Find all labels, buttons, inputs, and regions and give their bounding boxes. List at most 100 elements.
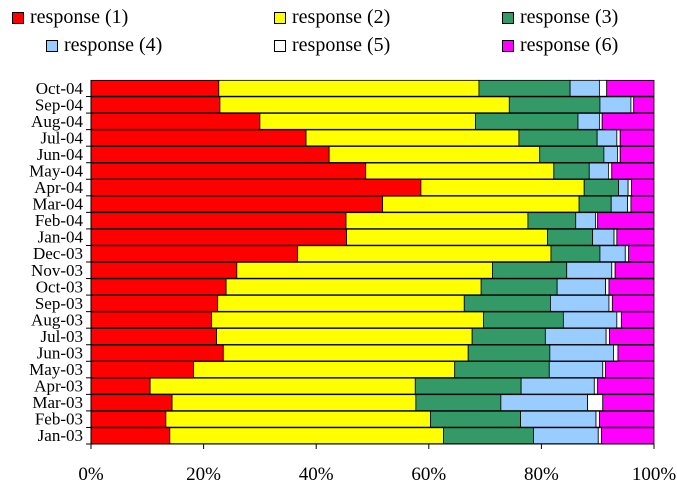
bar-segment-sep-03-response-6 (611, 295, 655, 312)
bar-segment-oct-04-response-6 (606, 79, 655, 97)
y-tick-label-jul-03: Jul-03 (41, 327, 84, 346)
bar-segment-sep-03-response-5 (608, 295, 613, 312)
bar-segment-oct-03-response-2 (225, 278, 482, 296)
y-tick-label-jan-04: Jan-04 (38, 228, 84, 247)
bar-segment-jun-04-response-6 (619, 146, 655, 163)
bar-segment-dec-03-response-5 (624, 245, 630, 263)
bar-segment-jan-04-response-4 (592, 228, 615, 246)
bar-segment-sep-04-response-2 (219, 96, 510, 114)
bar-segment-mar-04-response-6 (630, 195, 655, 213)
axes-layer: Jan-03Feb-03Mar-03Apr-03May-03Jun-03Jul-… (29, 79, 676, 485)
bar-segment-may-03-response-4 (548, 361, 604, 378)
bar-segment-jan-03-response-5 (597, 427, 603, 445)
bar-segment-oct-04-response-3 (478, 79, 571, 97)
bar-segment-mar-04-response-4 (610, 195, 628, 213)
bar-segment-jan-03-response-2 (169, 427, 444, 445)
bar-segment-jan-03-response-3 (443, 427, 534, 445)
y-tick-label-feb-04: Feb-04 (35, 211, 84, 230)
bar-segment-feb-03-response-6 (598, 410, 655, 428)
legend-item-response-1: response (1) (12, 6, 128, 29)
bar-segment-mar-03-response-5 (587, 394, 604, 411)
bar-segment-nov-03-response-1 (90, 261, 238, 279)
legend-swatch-response-3 (502, 11, 514, 24)
y-tick-label-jul-04: Jul-04 (41, 128, 84, 147)
bar-segment-jul-04-response-3 (518, 129, 598, 147)
legend-item-response-6: response (6) (502, 34, 618, 57)
bar-segment-nov-03-response-5 (611, 261, 616, 279)
bar-segment-aug-04-response-1 (90, 113, 261, 130)
bar-segment-oct-03-response-1 (90, 278, 227, 296)
bar-segment-apr-03-response-4 (520, 377, 595, 395)
y-tick-label-aug-03: Aug-03 (31, 310, 83, 329)
bar-segment-may-04-response-3 (553, 162, 590, 180)
bar-segment-aug-03-response-4 (562, 311, 618, 329)
bar-segment-feb-04-response-3 (527, 212, 577, 229)
bar-segment-jul-04-response-1 (90, 129, 307, 147)
bar-segment-dec-03-response-1 (90, 245, 299, 263)
y-tick-label-oct-04: Oct-04 (36, 79, 84, 98)
bar-segment-sep-03-response-1 (90, 295, 219, 312)
bar-segment-jul-04-response-4 (596, 129, 618, 147)
y-tick-label-mar-04: Mar-04 (32, 195, 83, 214)
bar-segment-apr-03-response-3 (414, 377, 522, 395)
bar-segment-jun-04-response-2 (328, 146, 541, 163)
bar-segment-may-04-response-5 (608, 162, 613, 180)
bar-segment-dec-03-response-3 (550, 245, 601, 263)
bar-segment-apr-04-response-1 (90, 179, 422, 196)
bar-segment-may-03-response-5 (602, 361, 606, 378)
bar-segment-sep-03-response-3 (463, 295, 551, 312)
y-tick-label-apr-04: Apr-04 (34, 178, 83, 197)
bars-layer (90, 79, 655, 445)
bar-segment-nov-03-response-4 (566, 261, 613, 279)
bar-segment-jun-04-response-1 (90, 146, 330, 163)
x-tick-label-1: 20% (186, 464, 221, 485)
bar-segment-sep-04-response-5 (630, 96, 635, 114)
legend-label-response-5: response (5) (292, 34, 391, 56)
bar-segment-sep-04-response-4 (599, 96, 632, 114)
legend-label-response-3: response (3) (520, 6, 619, 28)
legend-item-response-3: response (3) (502, 6, 618, 29)
bar-segment-apr-03-response-5 (593, 377, 599, 395)
bar-segment-mar-04-response-3 (578, 195, 612, 213)
bar-segment-jun-04-response-4 (603, 146, 618, 163)
legend-swatch-response-1 (12, 11, 24, 24)
y-tick-label-mar-03: Mar-03 (32, 393, 83, 412)
bar-segment-apr-03-response-2 (149, 377, 416, 395)
bar-segment-jan-03-response-4 (533, 427, 599, 445)
bar-segment-may-03-response-3 (454, 361, 550, 378)
y-tick-label-aug-04: Aug-04 (31, 112, 83, 131)
bar-segment-oct-03-response-6 (608, 278, 655, 296)
bar-segment-jul-04-response-5 (616, 129, 621, 147)
bar-segment-oct-04-response-2 (218, 79, 480, 97)
bar-segment-may-04-response-4 (588, 162, 609, 180)
y-tick-label-oct-03: Oct-03 (36, 277, 83, 296)
bar-segment-mar-03-response-2 (171, 394, 417, 411)
legend-swatch-response-5 (274, 39, 286, 52)
bar-segment-jun-03-response-3 (467, 344, 551, 362)
bar-segment-feb-03-response-2 (165, 410, 431, 428)
bar-segment-jan-04-response-1 (90, 228, 348, 246)
bar-segment-mar-03-response-6 (602, 394, 655, 411)
y-tick-label-jan-03: Jan-03 (38, 426, 83, 445)
y-tick-label-apr-03: Apr-03 (34, 377, 83, 396)
bar-segment-feb-03-response-5 (595, 410, 600, 428)
bar-segment-oct-03-response-4 (556, 278, 606, 296)
y-tick-label-jun-04: Jun-04 (37, 145, 84, 164)
bar-segment-apr-04-response-2 (420, 179, 585, 196)
bar-segment-sep-04-response-6 (633, 96, 655, 114)
bar-segment-jan-04-response-6 (616, 228, 655, 246)
bar-segment-feb-03-response-1 (90, 410, 167, 428)
legend-swatch-response-2 (274, 11, 286, 24)
bar-segment-oct-03-response-3 (480, 278, 558, 296)
bar-segment-jan-04-response-5 (613, 228, 618, 246)
bar-segment-aug-03-response-3 (483, 311, 564, 329)
bar-segment-aug-04-response-3 (475, 113, 579, 130)
bar-segment-aug-04-response-2 (259, 113, 476, 130)
bar-segment-sep-04-response-3 (508, 96, 601, 114)
bar-segment-oct-04-response-1 (90, 79, 220, 97)
bar-segment-apr-04-response-4 (618, 179, 629, 196)
bar-segment-apr-03-response-1 (90, 377, 151, 395)
y-tick-label-may-03: May-03 (29, 360, 83, 379)
